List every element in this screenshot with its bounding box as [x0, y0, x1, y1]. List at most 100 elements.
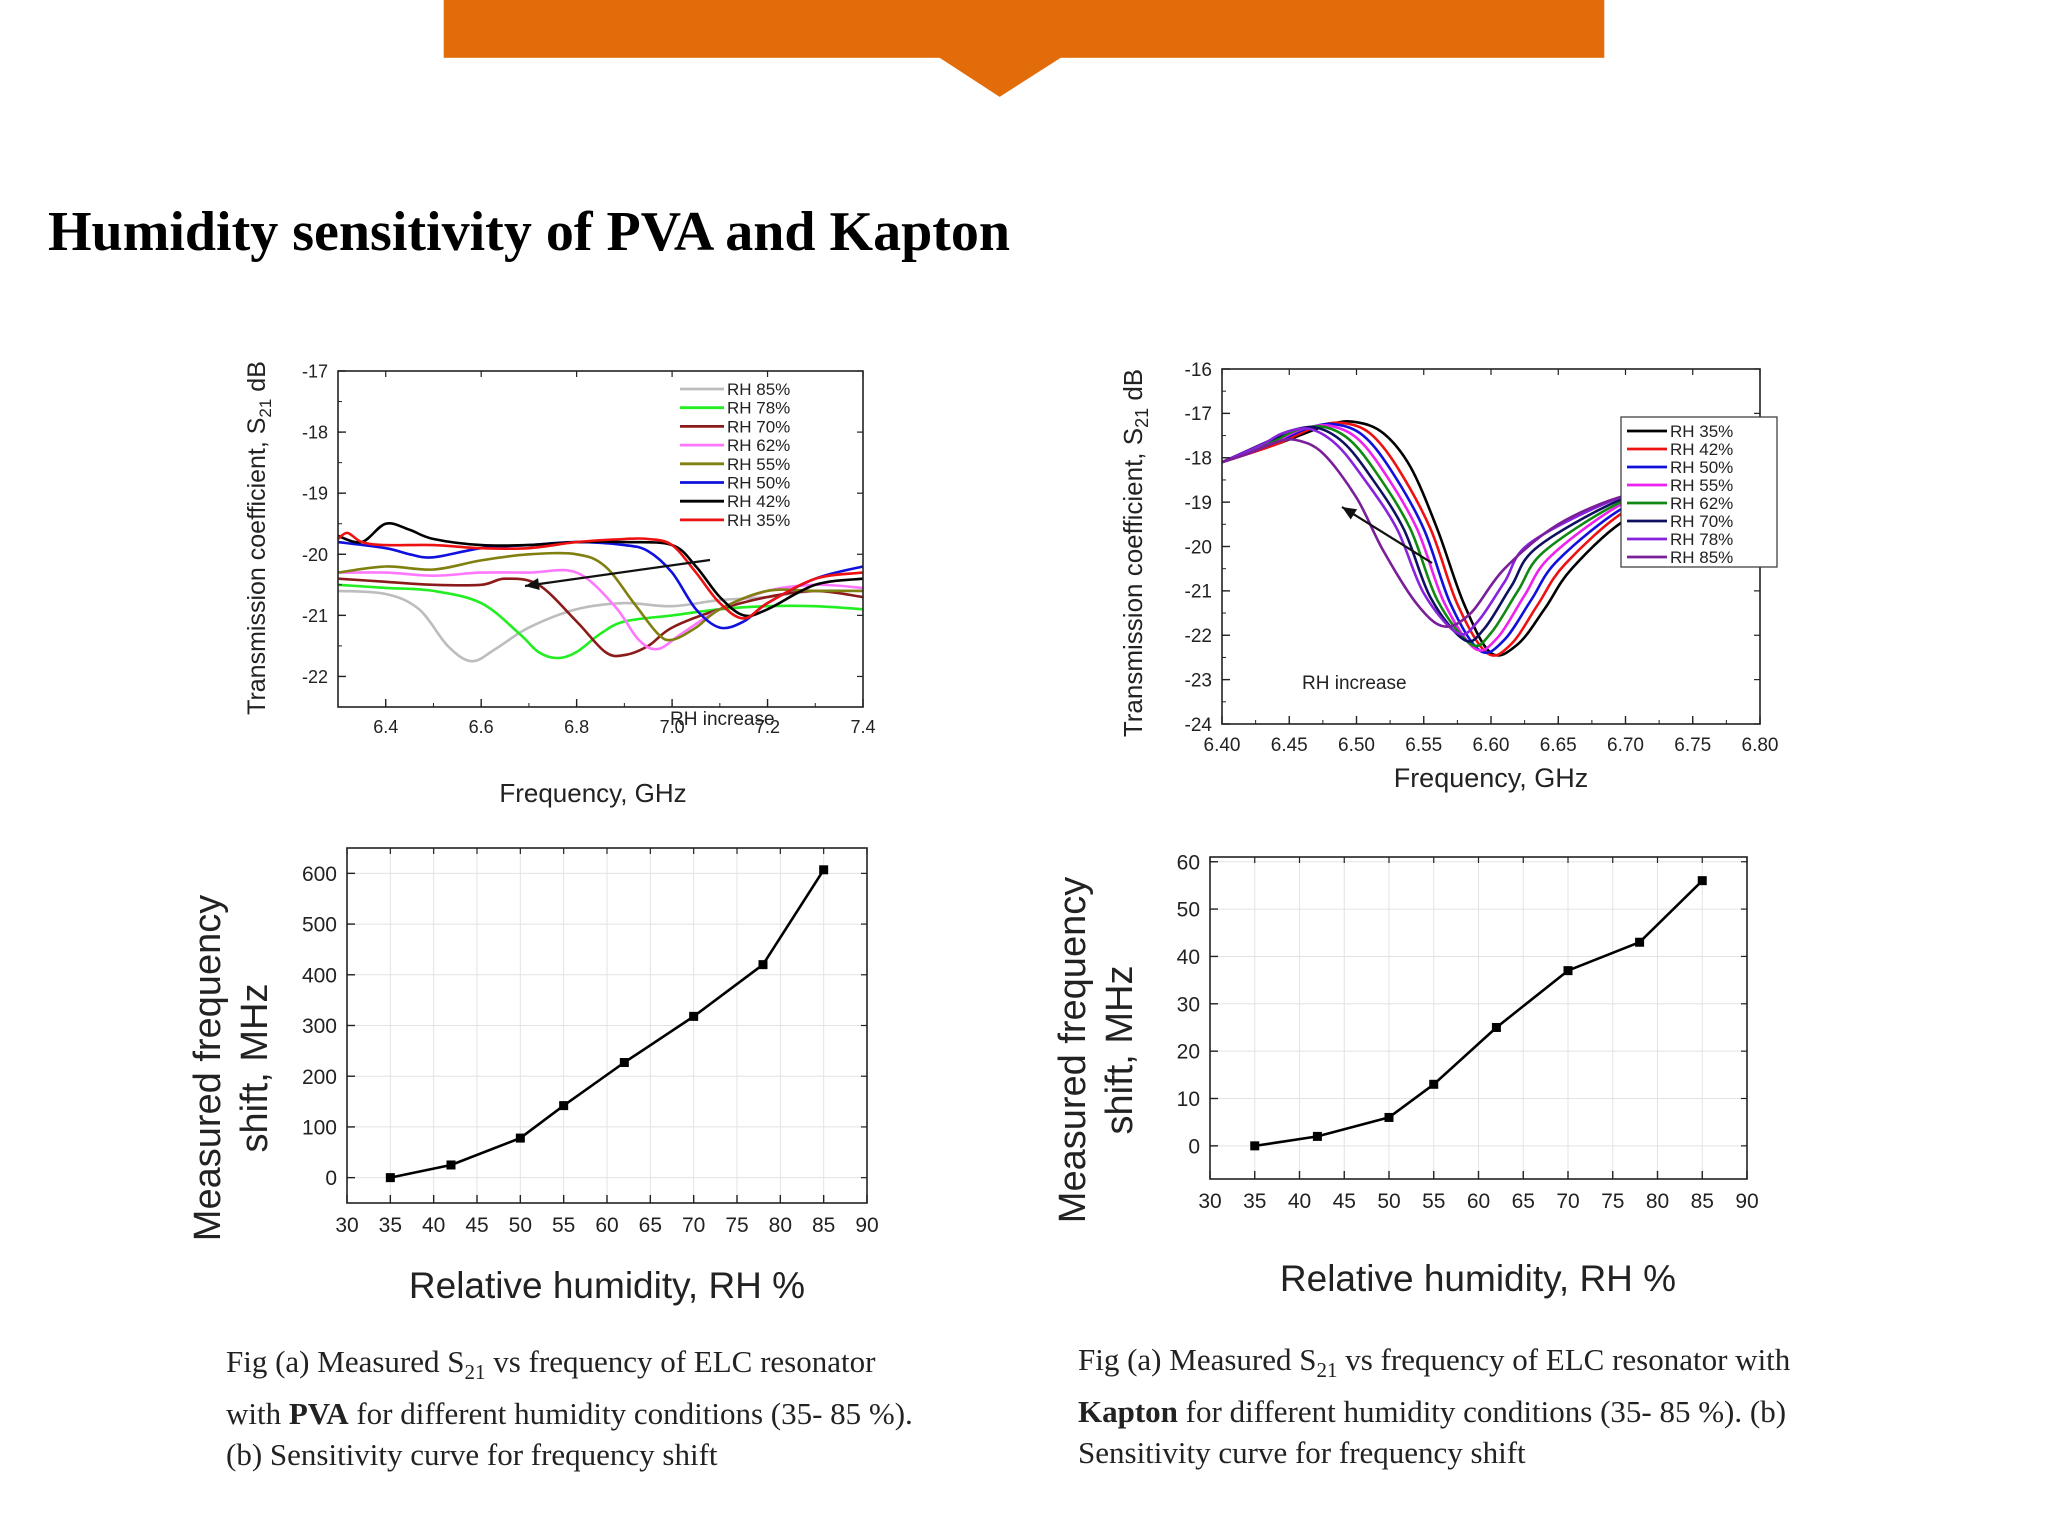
x-tick-label-6: 6.70: [1607, 735, 1644, 756]
caption-left-line1: Fig (a) Measured S21 vs frequency of ELC…: [226, 1344, 876, 1385]
annotation-arrow-line: [1341, 506, 1433, 564]
x-axis-label: Relative humidity, RH %: [409, 1265, 805, 1306]
y-tick-label-4: -21: [302, 606, 328, 626]
x-tick-label-3: 45: [1333, 1190, 1356, 1213]
legend-label-2: RH 70%: [727, 417, 790, 436]
y-axis-label: Transmission coefficient, S21 dB: [1118, 369, 1152, 737]
data-point-7: [1697, 876, 1707, 886]
legend-label-3: RH 62%: [727, 436, 790, 455]
x-tick-label-4: 7.2: [755, 717, 780, 737]
data-point-0: [385, 1173, 395, 1183]
legend-label-3: RH 55%: [1670, 476, 1733, 495]
data-point-1: [1312, 1131, 1322, 1141]
banner-notch: [937, 56, 1063, 97]
x-tick-label-1: 6.6: [469, 717, 494, 737]
caption-right-line3: Sensitivity curve for frequency shift: [1078, 1435, 1526, 1471]
x-tick-label-10: 80: [769, 1214, 792, 1237]
y-tick-label-1: -18: [302, 423, 328, 443]
legend-label-7: RH 85%: [1670, 548, 1733, 567]
legend-label-0: RH 35%: [1670, 422, 1733, 441]
annotation-arrow-head: [1342, 507, 1358, 520]
y-tick-label-7: -23: [1185, 670, 1212, 691]
annotation-rh-increase: RH increase: [670, 709, 775, 730]
x-tick-label-4: 50: [1377, 1190, 1400, 1213]
x-tick-label-11: 85: [1691, 1190, 1714, 1213]
series-line-rh-85-: [1221, 437, 1761, 628]
series-line-0: [1254, 879, 1704, 1148]
chart-kapton-s21: 6.40 6.45 6.50 6.55 6.60 6.65 6.70 6.75 6.80 -16 -…: [1118, 360, 1779, 793]
x-tick-label-8: 6.80: [1742, 735, 1779, 756]
legend-label-5: RH 50%: [727, 474, 790, 493]
legend-label-6: RH 78%: [1670, 530, 1733, 549]
y-tick-label-1: 100: [302, 1116, 337, 1139]
y-tick-label-8: -24: [1185, 715, 1213, 736]
plot-frame: [337, 370, 864, 708]
x-tick-label-5: 55: [1422, 1190, 1445, 1213]
legend-label-7: RH 35%: [727, 511, 790, 530]
y-tick-label-6: -22: [1185, 626, 1212, 647]
caption-left-line2: with PVA for different humidity conditio…: [226, 1396, 913, 1432]
series-line-rh-42-: [337, 521, 864, 618]
x-tick-label-9: 75: [1601, 1190, 1624, 1213]
y-axis-label: Transmission coefficient, S21 dB: [243, 361, 275, 715]
y-tick-label-4: 40: [1177, 946, 1200, 969]
annotation-rh-increase: RH increase: [1302, 673, 1407, 694]
y-axis-label-line2: shift, MHz: [1099, 966, 1141, 1135]
y-tick-label-2: 200: [302, 1066, 337, 1089]
y-tick-label-0: 0: [1188, 1135, 1200, 1158]
y-tick-label-2: -18: [1185, 449, 1212, 470]
y-tick-label-2: -19: [302, 484, 328, 504]
chart-pva-s21: 6.4 6.6 6.8 7.0 7.2 7.4 -17 -18 -19 -20 -21 -22 RH …: [243, 361, 876, 808]
series-line-rh-78-: [337, 583, 864, 660]
legend-box: [1620, 416, 1778, 568]
data-point-0: [1250, 1141, 1260, 1151]
x-tick-label-2: 40: [422, 1214, 445, 1237]
x-tick-label-1: 35: [379, 1214, 402, 1237]
x-axis-label: Frequency, GHz: [1394, 763, 1589, 793]
series-line-0: [390, 869, 825, 1179]
x-tick-label-1: 6.45: [1271, 735, 1308, 756]
x-tick-label-2: 6.8: [564, 717, 589, 737]
x-tick-label-4: 6.60: [1473, 735, 1510, 756]
series-line-rh-70-: [337, 577, 864, 658]
y-tick-label-3: 300: [302, 1015, 337, 1038]
x-tick-label-7: 65: [1512, 1190, 1535, 1213]
caption-right: Fig (a) Measured S21 vs frequency of ELC…: [1078, 1339, 1938, 1473]
y-tick-label-5: -21: [1185, 582, 1212, 603]
x-tick-label-5: 6.65: [1540, 735, 1577, 756]
x-tick-label-11: 85: [812, 1214, 835, 1237]
y-tick-label-5: 500: [302, 914, 337, 937]
legend-label-4: RH 55%: [727, 455, 790, 474]
x-tick-label-12: 90: [1735, 1190, 1758, 1213]
y-tick-label-1: 10: [1177, 1088, 1200, 1111]
data-point-4: [619, 1058, 629, 1068]
caption-right-line1: Fig (a) Measured S21 vs frequency of ELC…: [1078, 1342, 1791, 1383]
data-point-6: [758, 960, 768, 970]
y-tick-label-6: 60: [1177, 851, 1200, 874]
data-point-6: [1635, 937, 1645, 947]
x-tick-label-0: 30: [335, 1214, 358, 1237]
series-line-rh-35-: [337, 531, 864, 620]
data-point-5: [689, 1011, 699, 1021]
x-tick-label-8: 70: [1556, 1190, 1579, 1213]
y-tick-label-4: -20: [1185, 537, 1212, 558]
caption-left-line3: (b) Sensitivity curve for frequency shif…: [226, 1437, 718, 1473]
x-tick-label-1: 35: [1243, 1190, 1266, 1213]
x-tick-label-6: 60: [595, 1214, 618, 1237]
y-tick-label-0: 0: [325, 1167, 337, 1190]
chart-pva-shift: 30 35 40 45 50 55 60 65 70 75 80 85 90 0 100 200 300 400 5…: [187, 847, 879, 1306]
legend-label-5: RH 70%: [1670, 512, 1733, 531]
x-tick-label-5: 7.4: [850, 717, 875, 737]
x-tick-label-3: 7.0: [660, 717, 685, 737]
y-axis-label-line2: shift, MHz: [234, 984, 276, 1153]
caption-left: Fig (a) Measured S21 vs frequency of ELC…: [226, 1341, 1026, 1475]
y-axis-label-line1: Measured frequency: [187, 895, 229, 1241]
y-tick-label-6: 600: [302, 863, 337, 886]
x-tick-label-2: 6.50: [1338, 735, 1375, 756]
x-tick-label-6: 60: [1467, 1190, 1490, 1213]
top-banner: [443, 0, 1605, 97]
legend-label-4: RH 62%: [1670, 494, 1733, 513]
x-axis-label: Relative humidity, RH %: [1280, 1258, 1676, 1299]
legend-label-6: RH 42%: [727, 492, 790, 511]
y-tick-label-1: -17: [1185, 404, 1212, 425]
